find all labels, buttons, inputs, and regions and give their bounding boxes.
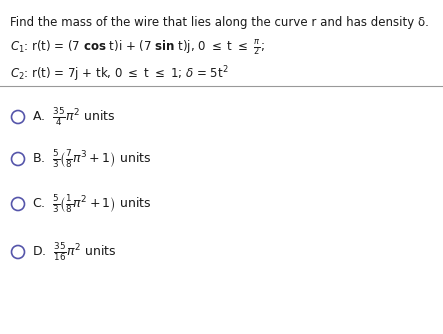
Text: $C_1$: r(t) = (7 $\mathbf{cos}$ t)i + (7 $\mathbf{sin}$ t)j, 0 $\leq$ t $\leq$ $: $C_1$: r(t) = (7 $\mathbf{cos}$ t)i + (7… (10, 39, 265, 58)
Text: C.  $\frac{5}{3}\left(\frac{1}{8}\pi^2+1\right)$ units: C. $\frac{5}{3}\left(\frac{1}{8}\pi^2+1\… (32, 193, 152, 215)
Text: Find the mass of the wire that lies along the curve r and has density δ.: Find the mass of the wire that lies alon… (10, 16, 429, 29)
Text: $C_2$: r(t) = 7j + tk, 0 $\leq$ t $\leq$ 1; $\delta$ = 5t$^2$: $C_2$: r(t) = 7j + tk, 0 $\leq$ t $\leq$… (10, 64, 229, 84)
Text: D.  $\frac{35}{16}\pi^2$ units: D. $\frac{35}{16}\pi^2$ units (32, 241, 117, 263)
Text: B.  $\frac{5}{3}\left(\frac{7}{8}\pi^3+1\right)$ units: B. $\frac{5}{3}\left(\frac{7}{8}\pi^3+1\… (32, 148, 152, 170)
Text: A.  $\frac{35}{4}\pi^2$ units: A. $\frac{35}{4}\pi^2$ units (32, 106, 115, 128)
